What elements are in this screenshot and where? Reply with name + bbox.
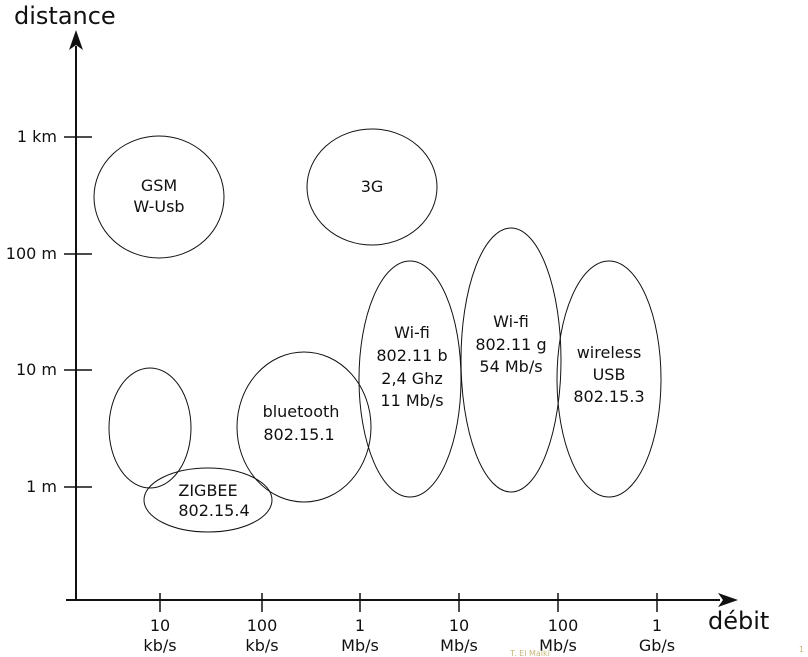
- x-tick-value-1mbs: 1: [355, 616, 365, 635]
- zigbee-label-line2: 802.15.4: [178, 501, 249, 520]
- gsm-ellipse: [93, 135, 225, 259]
- wifi-b-label-line4: 11 Mb/s: [380, 391, 443, 410]
- unlabeled-ellipse: [108, 367, 192, 489]
- x-tick-unit-10kbs: kb/s: [143, 636, 176, 655]
- y-axis-title: distance: [14, 2, 116, 30]
- wireless-usb-label-line3: 802.15.3: [573, 387, 644, 406]
- bluetooth-ellipse: [236, 351, 372, 503]
- wifi-b-label-line3: 2,4 Ghz: [381, 369, 442, 388]
- x-tick-value-100mbs: 100: [548, 616, 579, 635]
- page-number: 1: [799, 645, 804, 654]
- wireless-usb-label-line1: wireless: [577, 343, 642, 362]
- wireless-usb-label-line2: USB: [593, 365, 626, 384]
- y-axis-arrow: [69, 30, 83, 50]
- 3g-label: 3G: [361, 177, 384, 196]
- x-tick-unit-10mbs: Mb/s: [440, 636, 478, 655]
- bluetooth-label-line2: 802.15.1: [263, 425, 334, 444]
- x-tick-unit-1gbs: Gb/s: [639, 636, 675, 655]
- y-tick-label-1km: 1 km: [17, 127, 57, 146]
- wifi-b-label-line1: Wi-fi: [394, 323, 430, 342]
- gsm-label-line1: GSM: [141, 176, 177, 195]
- y-tick-label-10m: 10 m: [16, 360, 57, 379]
- wifi-g-label-line1: Wi-fi: [493, 312, 529, 331]
- y-tick-label-100m: 100 m: [6, 244, 57, 263]
- wireless-usb-ellipse: [556, 260, 662, 498]
- x-axis-arrow: [718, 593, 738, 607]
- x-tick-unit-100mbs: Mb/s: [539, 636, 577, 655]
- zigbee-label-line1: ZIGBEE: [178, 481, 237, 500]
- y-tick-label-1m: 1 m: [26, 477, 57, 496]
- zigbee-ellipse: [143, 467, 273, 533]
- wifi-g-label-line3: 54 Mb/s: [479, 357, 542, 376]
- x-axis-title: débit: [708, 607, 769, 635]
- author-credit: T. El Malki: [509, 649, 550, 657]
- 3g-ellipse: [306, 128, 438, 246]
- gsm-label-line2: W-Usb: [133, 197, 184, 216]
- bluetooth-label-line1: bluetooth: [263, 402, 340, 421]
- wifi-b-label-line2: 802.11 b: [376, 346, 447, 365]
- x-tick-value-100kbs: 100: [247, 616, 278, 635]
- wifi-g-label-line2: 802.11 g: [475, 335, 546, 354]
- x-tick-unit-1mbs: Mb/s: [341, 636, 379, 655]
- x-tick-value-1gbs: 1: [652, 616, 662, 635]
- x-tick-unit-100kbs: kb/s: [245, 636, 278, 655]
- x-tick-value-10kbs: 10: [150, 616, 170, 635]
- wifi-g-ellipse: [460, 227, 562, 493]
- x-tick-value-10mbs: 10: [449, 616, 469, 635]
